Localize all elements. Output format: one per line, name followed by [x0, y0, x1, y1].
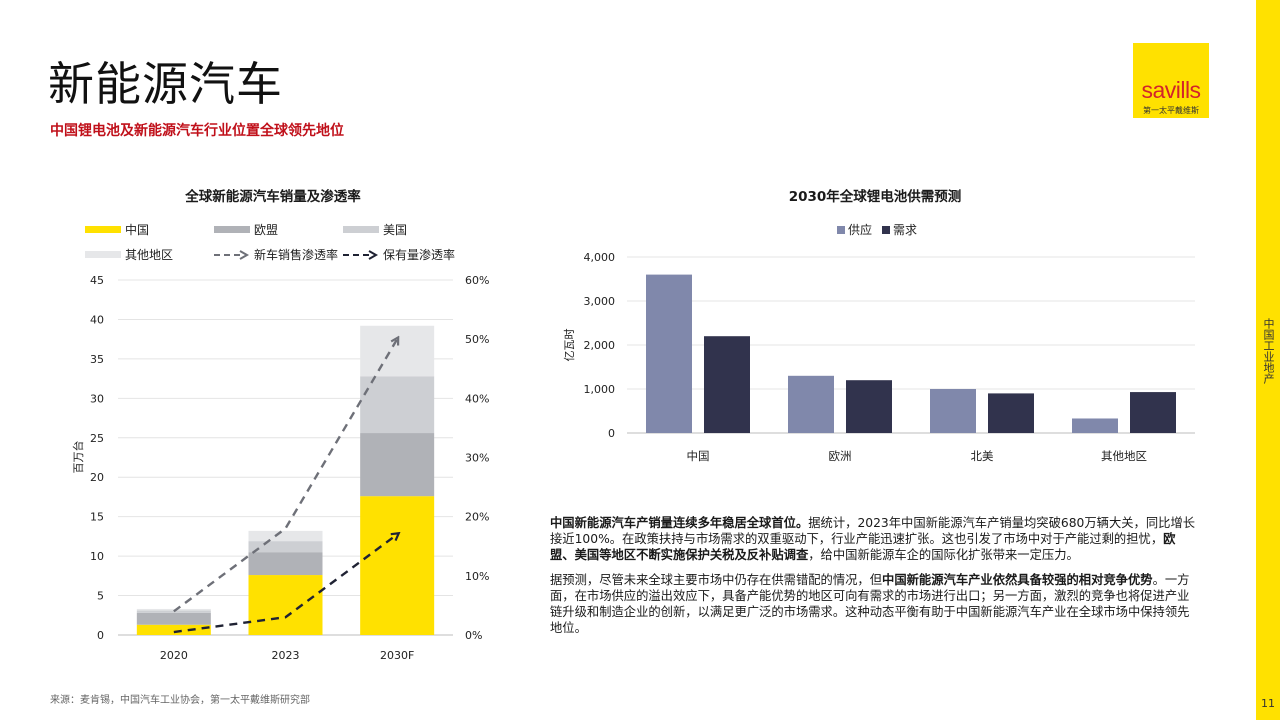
y-tick-label: 1,000	[584, 383, 616, 396]
bar-segment	[136, 610, 211, 613]
bar-segment	[360, 496, 435, 635]
bar-segment	[248, 541, 323, 553]
legend-swatch-china	[85, 226, 121, 233]
y-tick-label: 20	[90, 471, 104, 484]
x-tick-label: 中国	[687, 449, 710, 463]
y-tick-label: 3,000	[584, 295, 616, 308]
bar	[988, 393, 1034, 433]
legend-label-demand: 需求	[893, 223, 918, 237]
p2-bold-1: 中国新能源汽车产业依然具备较强的相对竞争优势	[882, 573, 1153, 587]
bar	[646, 274, 692, 433]
p1-bold-1: 中国新能源汽车产销量连续多年稳居全球首位。	[550, 516, 809, 530]
legend-swatch-other	[85, 251, 121, 258]
bar-segment	[136, 608, 211, 611]
y-tick-label: 0	[608, 427, 615, 440]
y-tick-label: 0	[97, 629, 104, 642]
p2-text-2: 。一方面，在市场供应的溢出效应下，具备产能优势的地区可向有需求的市场进行出口；另…	[550, 573, 1190, 635]
y-tick-label: 10	[90, 550, 104, 563]
legend-label-eu: 欧盟	[254, 223, 279, 237]
y-tick-label: 40	[90, 313, 104, 326]
penetration-line	[173, 339, 397, 613]
savills-logo: savills 第一太平戴维斯	[1133, 43, 1209, 118]
y2-tick-label: 60%	[465, 274, 489, 287]
y2-tick-label: 50%	[465, 333, 489, 346]
legend-arrow-gray-icon	[214, 249, 250, 260]
paragraph-2: 据预测，尽管未来全球主要市场中仍存在供需错配的情况，但中国新能源汽车产业依然具备…	[550, 572, 1200, 636]
legend-new-sales-rate: 新车销售渗透率	[214, 246, 338, 263]
legend-swatch-demand	[882, 225, 890, 234]
logo-subtitle: 第一太平戴维斯	[1143, 106, 1199, 115]
source-note: 来源：麦肯锡，中国汽车工业协会，第一太平戴维斯研究部	[50, 695, 310, 706]
logo-wordmark: savills	[1141, 77, 1201, 103]
chart2-title: 2030年全球锂电池供需预测	[788, 189, 962, 205]
legend-label-us: 美国	[383, 223, 408, 237]
y-axis-label: 亿瓦时	[563, 329, 576, 362]
bar-segment	[248, 530, 323, 542]
bar	[788, 375, 834, 433]
bar-segment	[360, 433, 435, 497]
legend-eu: 欧盟	[214, 221, 278, 238]
legend-demand: 需求	[882, 221, 917, 238]
x-tick-label: 其他地区	[1101, 449, 1147, 463]
y-tick-label: 4,000	[584, 251, 616, 264]
legend-stock-rate: 保有量渗透率	[343, 246, 455, 263]
y-tick-label: 45	[90, 274, 104, 287]
legend-swatch-supply	[837, 225, 845, 234]
y2-tick-label: 10%	[465, 570, 489, 583]
bar	[930, 389, 976, 433]
legend-label-new-sales-rate: 新车销售渗透率	[254, 248, 339, 262]
bar-segment	[360, 325, 435, 377]
x-tick-label: 欧洲	[829, 449, 852, 463]
x-tick-label: 北美	[971, 449, 994, 463]
y2-tick-label: 40%	[465, 392, 489, 405]
p1-bold-2: 欧盟、美国等地区不断实施保护关税及反补贴调查	[550, 532, 1176, 562]
chart1-title: 全球新能源汽车销量及渗透率	[185, 189, 361, 205]
y-tick-label: 5	[97, 590, 104, 603]
page-title: 新能源汽车	[48, 57, 283, 111]
paragraph-1: 中国新能源汽车产销量连续多年稳居全球首位。据统计，2023年中国新能源汽车产销量…	[550, 515, 1200, 563]
legend-label-supply: 供应	[848, 223, 873, 237]
y-axis-label: 百万台	[71, 441, 85, 474]
legend-supply: 供应	[837, 221, 872, 238]
y-tick-label: 15	[90, 511, 104, 524]
x-tick-label: 2023	[272, 649, 300, 662]
legend-swatch-eu	[214, 226, 250, 233]
bar	[704, 336, 750, 433]
legend-us: 美国	[343, 221, 407, 238]
y2-tick-label: 0%	[465, 629, 482, 642]
y2-tick-label: 20%	[465, 511, 489, 524]
legend-china: 中国	[85, 221, 149, 238]
legend-label-china: 中国	[125, 223, 150, 237]
legend-swatch-us	[343, 226, 379, 233]
y-tick-label: 30	[90, 392, 104, 405]
page-subtitle: 中国锂电池及新能源汽车行业位置全球领先地位	[50, 123, 344, 139]
legend-arrow-dark-icon	[343, 249, 379, 260]
penetration-line	[173, 534, 397, 634]
bar	[1130, 392, 1176, 433]
vehicle-sales-chart: 0 5 10 15 20 25 30 35 40 45 0% 10% 20% 30% 40% 50% 60% 百万…	[71, 274, 489, 662]
y-tick-label: 2,000	[584, 339, 616, 352]
p2-text-1: 据预测，尽管未来全球主要市场中仍存在供需错配的情况，但	[550, 573, 883, 587]
side-band: 中国工业地产 11	[1256, 0, 1280, 720]
y-tick-label: 25	[90, 432, 104, 445]
bar-segment	[248, 552, 323, 576]
x-tick-label: 2030F	[380, 649, 414, 662]
legend-label-other: 其他地区	[125, 248, 174, 262]
bar-segment	[136, 624, 211, 635]
bar-segment	[360, 376, 435, 434]
p1-text-2: ，给中国新能源车企的国际化扩张带来一定压力。	[808, 548, 1079, 562]
legend-other: 其他地区	[85, 246, 173, 263]
y-tick-label: 35	[90, 353, 104, 366]
page-number: 11	[1261, 697, 1275, 710]
y2-tick-label: 30%	[465, 452, 489, 465]
bar	[846, 380, 892, 433]
bar	[1072, 418, 1118, 433]
side-section-label: 中国工业地产	[1262, 318, 1275, 384]
x-tick-label: 2020	[160, 649, 188, 662]
bar-segment	[136, 612, 211, 625]
legend-label-stock-rate: 保有量渗透率	[383, 248, 456, 262]
bar-segment	[248, 575, 323, 635]
p1-text-1: 据统计，2023年中国新能源汽车产销量均突破680万辆大关，同比增长接近100%…	[550, 516, 1196, 546]
